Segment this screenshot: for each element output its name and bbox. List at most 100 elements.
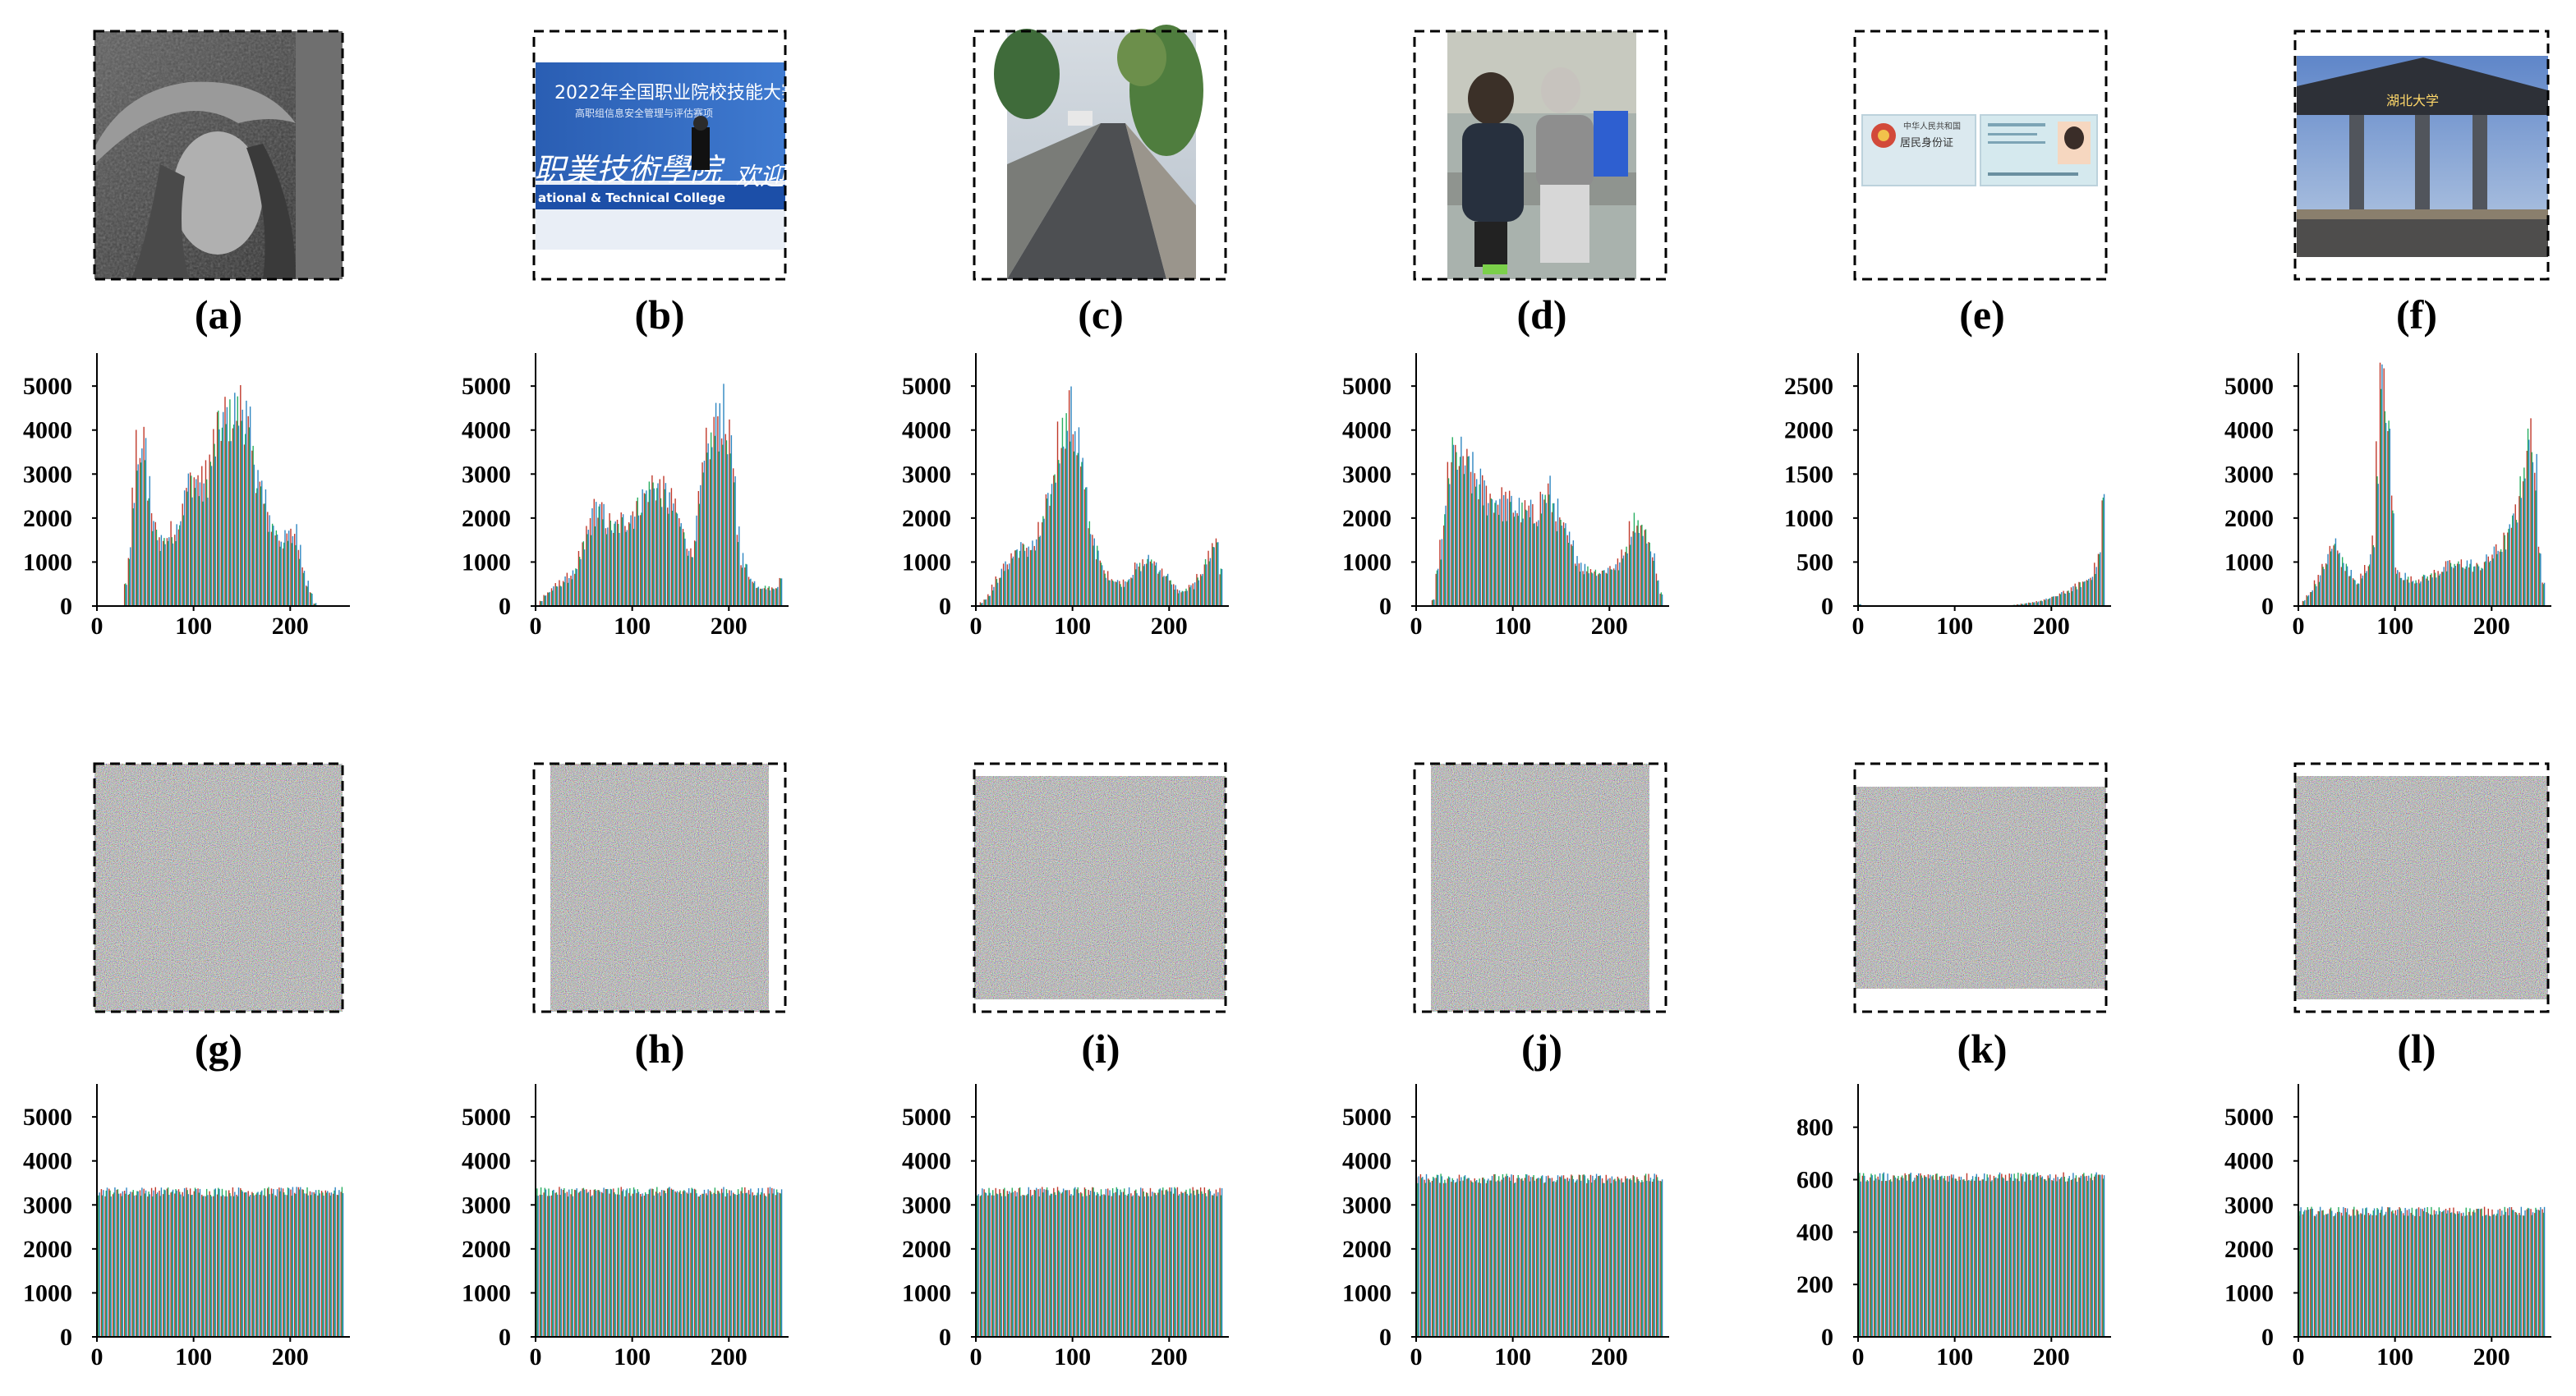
histogram-bar xyxy=(1455,1182,1456,1337)
histogram-bar xyxy=(1065,413,1067,606)
histogram-bar xyxy=(2469,563,2471,606)
histogram-bar xyxy=(1039,535,1042,606)
histogram-bar xyxy=(2497,1210,2499,1337)
histogram-bar xyxy=(1221,568,1223,606)
x-tick-label: 100 xyxy=(614,613,651,640)
histogram-bar xyxy=(131,487,133,606)
histogram-bar xyxy=(1451,1178,1453,1337)
histogram-bar xyxy=(648,481,651,606)
histogram-bar xyxy=(996,1193,998,1337)
histogram-bar xyxy=(1213,1193,1215,1337)
histogram-bar xyxy=(1539,491,1541,606)
histogram-bar xyxy=(649,489,651,606)
histogram-bar xyxy=(2074,583,2076,606)
histogram-bar xyxy=(1206,564,1208,606)
histogram-bar xyxy=(2496,553,2498,606)
histogram-bar xyxy=(1466,448,1468,606)
histogram-bar xyxy=(2411,581,2413,606)
histogram-bar xyxy=(2472,566,2475,606)
histogram-bar xyxy=(587,530,589,606)
histogram-bar xyxy=(2447,1210,2449,1337)
histogram-bar xyxy=(218,429,220,606)
histogram-bar xyxy=(230,1196,232,1337)
histogram-bar xyxy=(559,585,561,606)
histogram-bar xyxy=(2524,1210,2526,1337)
histogram-bar xyxy=(2028,602,2030,606)
histogram-bar xyxy=(2030,1180,2031,1337)
histogram-bar xyxy=(2537,1210,2540,1337)
histogram-bar xyxy=(1202,573,1203,606)
histogram-bar xyxy=(292,535,294,606)
histogram-bar xyxy=(2508,528,2509,606)
histogram-bar xyxy=(303,571,306,606)
histogram-bar xyxy=(1076,1189,1078,1337)
y-tick-label: 4000 xyxy=(1342,1148,1392,1175)
histogram-bar xyxy=(1143,1196,1146,1337)
histogram-bar xyxy=(182,1196,185,1337)
histogram-bar xyxy=(2321,563,2323,606)
histogram-bar xyxy=(1522,518,1524,606)
x-tick-label: 200 xyxy=(2473,613,2510,640)
histogram-bar xyxy=(1062,1188,1065,1337)
histogram-bar xyxy=(603,503,605,606)
histogram-bar xyxy=(2403,1213,2404,1337)
histogram-bar xyxy=(2438,1207,2440,1337)
histogram-bar xyxy=(325,1192,328,1337)
histogram-bar xyxy=(179,1192,181,1337)
histogram-bar xyxy=(1031,549,1033,606)
histogram-bar xyxy=(632,1187,635,1337)
histogram-bar xyxy=(2512,1210,2514,1337)
histogram-bar xyxy=(1900,1177,1902,1337)
histogram-bar xyxy=(1525,509,1527,606)
histogram-bar xyxy=(996,579,998,606)
histogram-bar xyxy=(2299,1210,2301,1337)
histogram-bar xyxy=(555,1192,558,1337)
histogram-bar xyxy=(228,1190,230,1337)
histogram-bar xyxy=(1192,583,1194,606)
histogram-bar xyxy=(1595,1173,1598,1337)
histogram-bar xyxy=(1166,576,1168,606)
histogram-bar xyxy=(1966,1173,1968,1337)
histogram-bar xyxy=(1986,1174,1988,1337)
histogram-bar xyxy=(306,586,308,606)
histogram-bar xyxy=(1176,589,1179,606)
histogram-bar xyxy=(1564,528,1566,606)
histogram-bar xyxy=(741,567,743,606)
histogram-bar xyxy=(341,1187,343,1337)
y-tick-label: 5000 xyxy=(462,1104,511,1131)
histogram-bar xyxy=(1505,1176,1506,1337)
histogram-bar xyxy=(2334,538,2337,606)
histogram-bar xyxy=(2397,570,2399,606)
histogram-bar xyxy=(1893,1175,1895,1337)
histogram-bar xyxy=(1625,1176,1626,1337)
histogram-bar xyxy=(2055,1174,2057,1337)
histogram-bar xyxy=(1991,1180,1993,1337)
histogram-bar xyxy=(1543,1182,1545,1337)
histogram-bar xyxy=(2306,595,2307,606)
histogram-bar xyxy=(145,1190,147,1337)
histogram-bar xyxy=(261,1190,263,1337)
histogram-bar xyxy=(1038,536,1040,606)
histogram-bar xyxy=(992,1190,994,1337)
histogram-bar xyxy=(1113,1192,1115,1337)
histogram-bar xyxy=(1142,559,1143,606)
y-tick-label: 1000 xyxy=(462,549,511,576)
histogram-bar xyxy=(2454,1214,2457,1337)
histogram-bar xyxy=(564,576,566,606)
banner-subtitle: 高职组信息安全管理与评估赛项 xyxy=(575,107,713,119)
histogram-bar xyxy=(1921,1178,1924,1337)
histogram-bar xyxy=(182,515,185,606)
histogram-bar xyxy=(1458,466,1460,606)
histogram-bar xyxy=(1460,1177,1462,1337)
histogram-bar xyxy=(756,588,757,606)
histogram-bar xyxy=(2346,1208,2348,1337)
histogram-bar xyxy=(1516,1178,1518,1337)
histogram-bar xyxy=(2519,1215,2521,1337)
histogram-bar xyxy=(237,396,239,606)
histogram-bar xyxy=(2492,1215,2494,1337)
histogram-bar xyxy=(1109,580,1111,606)
histogram-bar xyxy=(2523,467,2525,606)
histogram-bar xyxy=(174,1193,176,1337)
histogram-bar xyxy=(2466,1215,2468,1337)
histogram-bar xyxy=(249,406,251,606)
